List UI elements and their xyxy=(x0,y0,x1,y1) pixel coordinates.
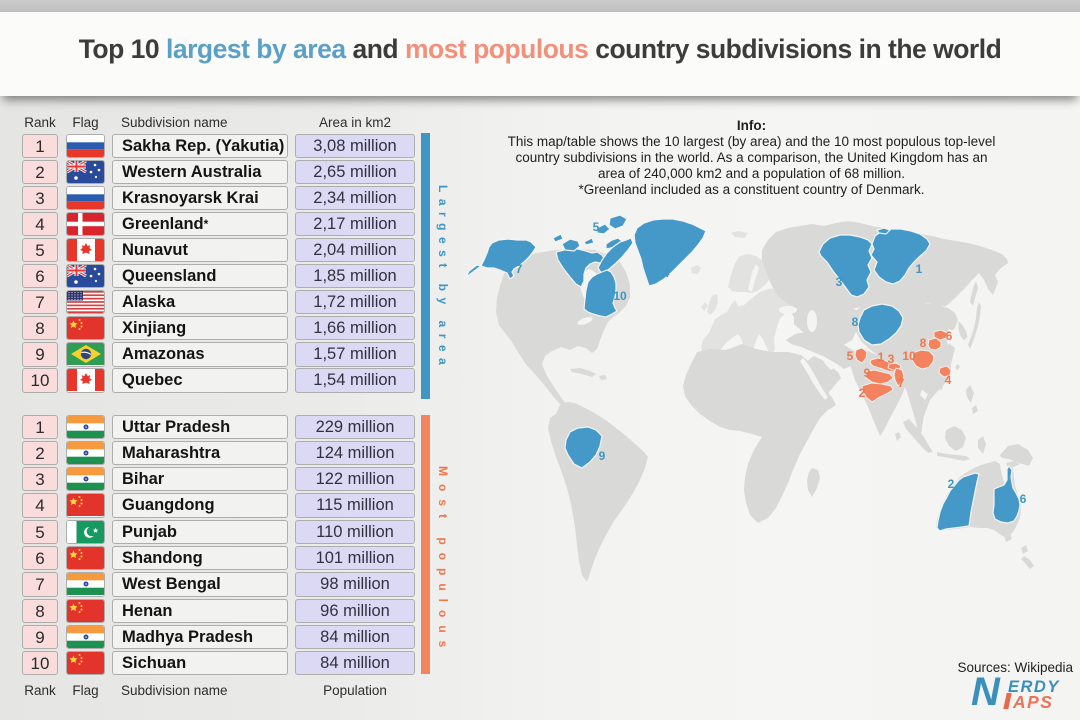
svg-text:1: 1 xyxy=(878,350,885,364)
svg-text:7: 7 xyxy=(898,376,905,390)
svg-text:5: 5 xyxy=(593,220,600,234)
svg-text:6: 6 xyxy=(946,329,953,343)
svg-text:9: 9 xyxy=(864,366,871,380)
svg-text:2: 2 xyxy=(859,386,866,400)
svg-text:10: 10 xyxy=(902,349,916,363)
svg-text:4: 4 xyxy=(945,373,952,387)
svg-text:9: 9 xyxy=(599,449,606,463)
svg-text:2: 2 xyxy=(948,477,955,491)
svg-text:8: 8 xyxy=(852,315,859,329)
svg-text:5: 5 xyxy=(847,349,854,363)
svg-text:3: 3 xyxy=(888,352,895,366)
svg-text:4: 4 xyxy=(663,266,670,280)
svg-text:7: 7 xyxy=(516,262,523,276)
svg-text:6: 6 xyxy=(1020,492,1027,506)
svg-text:3: 3 xyxy=(836,275,843,289)
svg-text:1: 1 xyxy=(916,262,923,276)
svg-text:8: 8 xyxy=(920,336,927,350)
svg-text:10: 10 xyxy=(613,289,627,303)
